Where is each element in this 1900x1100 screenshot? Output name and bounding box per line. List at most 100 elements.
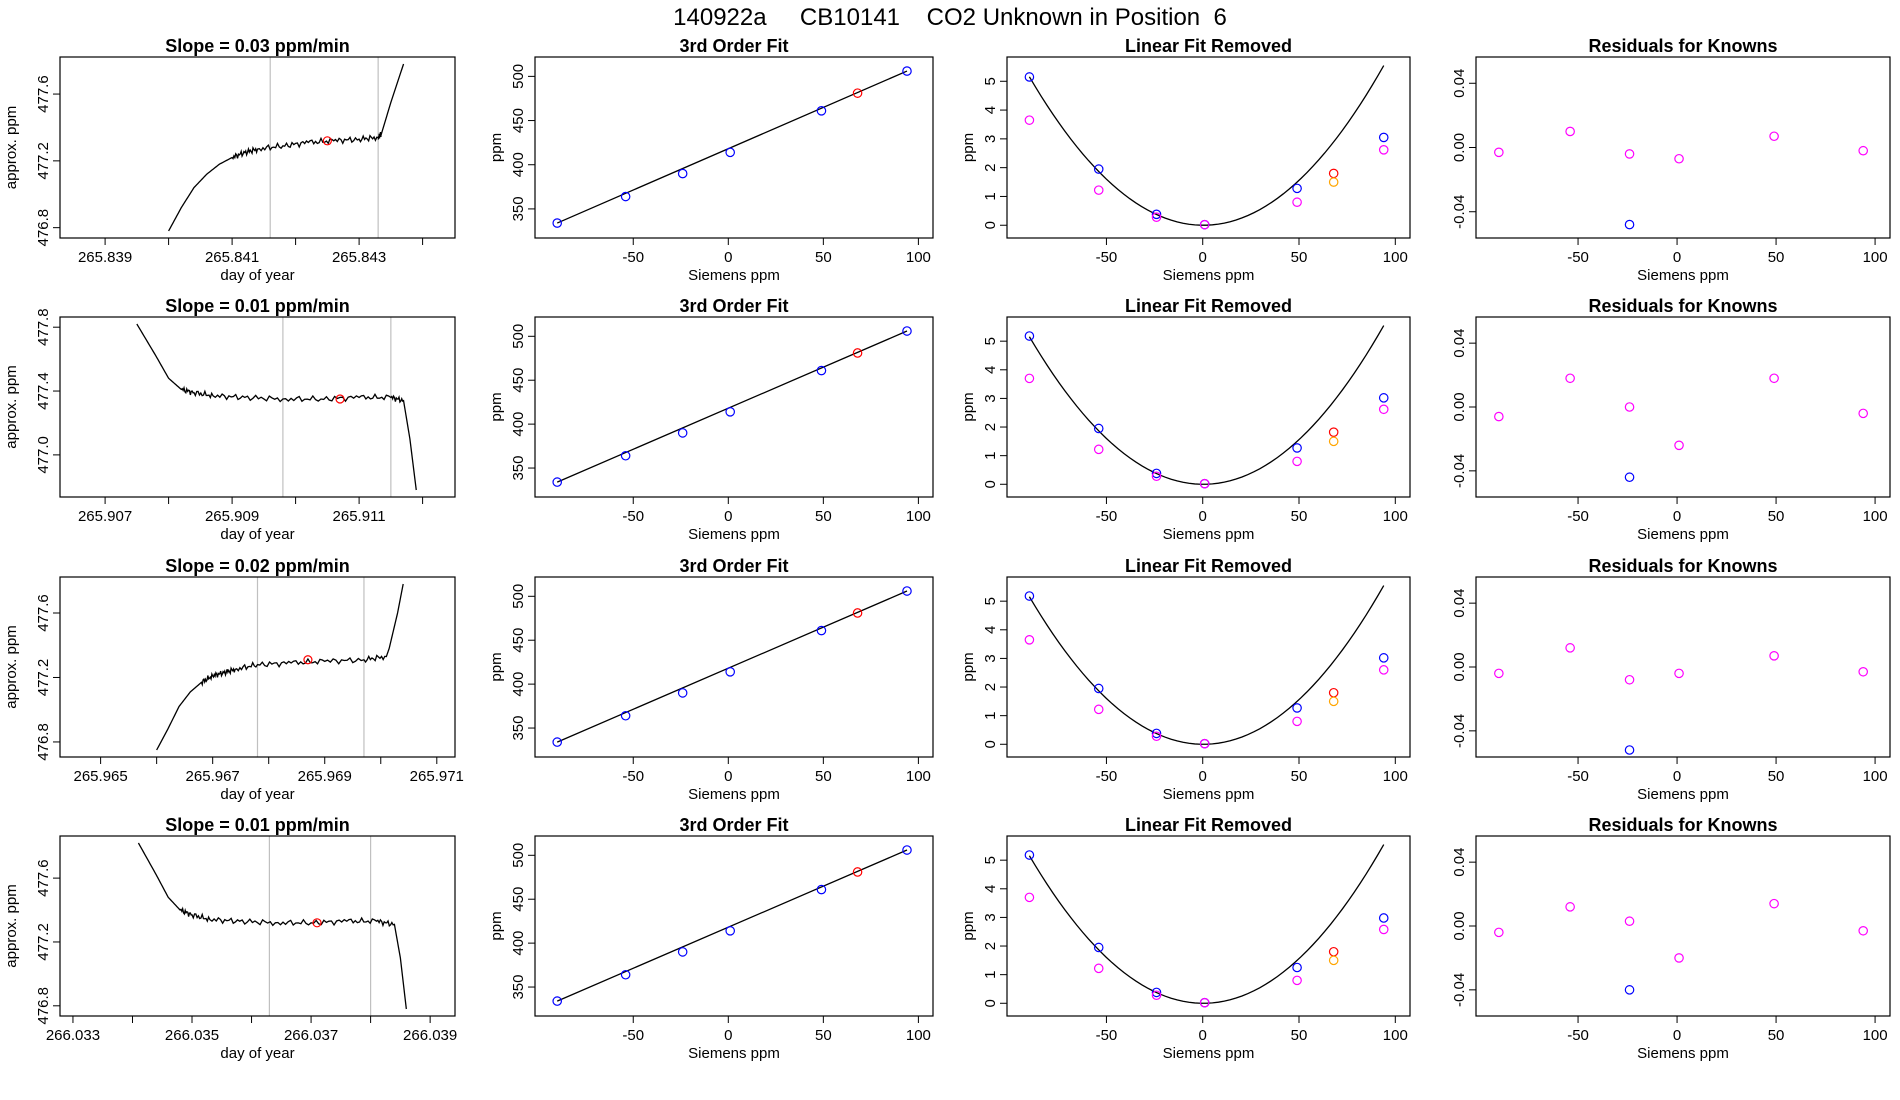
data-point xyxy=(1624,916,1635,927)
x-axis-label: day of year xyxy=(220,526,294,543)
x-tick-label: 100 xyxy=(906,1027,931,1044)
data-point xyxy=(620,969,631,980)
y-tick-label: 450 xyxy=(510,887,527,912)
y-axis-label: ppm xyxy=(960,911,977,940)
panel-trace-1: Slope = 0.01 ppm/min 265.907 265.909 265.91… xyxy=(3,296,456,543)
y-tick-label: 2 xyxy=(982,163,999,171)
x-tick-label: -50 xyxy=(1567,508,1589,525)
x-axis-label: Siemens ppm xyxy=(688,786,780,803)
x-axis-label: Siemens ppm xyxy=(1637,526,1729,543)
data-point xyxy=(1151,731,1162,742)
x-tick-label: 265.969 xyxy=(298,768,352,785)
plot-frame xyxy=(534,576,934,758)
data-point xyxy=(1565,643,1575,653)
data-point xyxy=(1151,728,1162,739)
panel-res-2: Residuals for Knowns -50 0 50 100 -0.04 0.00 0.… xyxy=(1451,556,1891,803)
data-point xyxy=(620,450,631,461)
y-tick-label: 477.2 xyxy=(35,142,52,180)
x-axis-label: Siemens ppm xyxy=(1637,786,1729,803)
plot-area xyxy=(136,317,417,497)
data-point xyxy=(1093,942,1104,953)
x-tick-label: 0 xyxy=(1199,1027,1207,1044)
plot-area xyxy=(137,836,407,1016)
y-tick-label: 450 xyxy=(510,628,527,653)
x-tick-label: 50 xyxy=(815,1027,832,1044)
mean-marker xyxy=(303,655,313,665)
plot-frame xyxy=(1006,56,1411,239)
data-point xyxy=(725,926,735,936)
x-tick-label: 50 xyxy=(1291,768,1308,785)
x-tick-label: 50 xyxy=(1291,249,1308,266)
data-point xyxy=(1151,468,1162,479)
y-tick-label: 1 xyxy=(982,711,999,719)
fit-line xyxy=(556,330,908,483)
y-tick-label: 4 xyxy=(982,626,999,634)
fit-line xyxy=(556,849,908,1002)
y-tick-label: 2 xyxy=(982,423,999,431)
y-tick-label: 476.8 xyxy=(35,723,52,761)
x-tick-label: -50 xyxy=(1567,249,1589,266)
plot-frame xyxy=(1006,576,1411,758)
data-point xyxy=(1328,177,1339,187)
data-point xyxy=(1378,393,1389,403)
data-point xyxy=(1494,411,1504,422)
x-tick-label: 0 xyxy=(724,768,732,785)
plot-frame xyxy=(1475,316,1891,498)
data-point xyxy=(852,88,863,98)
data-point xyxy=(1024,635,1035,645)
data-point xyxy=(1093,444,1104,455)
x-tick-label: 266.033 xyxy=(46,1027,100,1044)
x-tick-label: 100 xyxy=(1383,1027,1408,1044)
x-tick-label: 50 xyxy=(1291,1027,1308,1044)
data-point xyxy=(1199,219,1210,230)
y-tick-label: 350 xyxy=(510,716,527,741)
x-tick-label: 100 xyxy=(1863,508,1888,525)
y-tick-label: 5 xyxy=(982,597,999,605)
data-point xyxy=(552,737,563,747)
plot-area xyxy=(1024,325,1389,489)
x-tick-label: 50 xyxy=(815,508,832,525)
plot-frame xyxy=(59,576,456,758)
plot-area xyxy=(552,845,912,1006)
y-tick-label: 3 xyxy=(982,913,999,921)
y-tick-label: 1 xyxy=(982,192,999,200)
data-point xyxy=(1494,147,1504,158)
data-point xyxy=(1292,716,1302,727)
data-point xyxy=(1093,683,1104,694)
data-point xyxy=(1328,168,1339,179)
y-tick-label: 400 xyxy=(510,152,527,177)
plot-area xyxy=(156,577,404,757)
x-axis-label: Siemens ppm xyxy=(1163,267,1255,284)
x-tick-label: 100 xyxy=(906,768,931,785)
y-tick-label: 477.8 xyxy=(35,308,52,346)
x-tick-label: 0 xyxy=(1199,768,1207,785)
data-point xyxy=(1378,145,1389,155)
data-point xyxy=(1378,924,1389,935)
panel-title: 3rd Order Fit xyxy=(679,815,788,835)
fit-line xyxy=(556,590,908,743)
y-tick-label: 350 xyxy=(510,196,527,221)
data-point xyxy=(1769,131,1779,142)
data-point xyxy=(1674,668,1684,679)
y-tick-label: 2 xyxy=(982,683,999,691)
x-tick-label: 266.039 xyxy=(403,1027,457,1044)
data-point xyxy=(1624,674,1635,685)
data-point xyxy=(1328,687,1339,698)
panel-title: 3rd Order Fit xyxy=(679,296,788,316)
y-tick-label: 477.2 xyxy=(35,659,52,697)
data-point xyxy=(1151,471,1162,482)
plot-area xyxy=(1494,373,1868,483)
y-tick-label: 477.6 xyxy=(35,859,52,897)
data-point xyxy=(1378,132,1389,143)
fit-line xyxy=(556,70,908,224)
y-tick-label: 4 xyxy=(982,885,999,893)
data-point xyxy=(725,147,735,158)
x-tick-label: 265.841 xyxy=(205,249,259,266)
panel-lin-2: Linear Fit Removed -50 0 50 100 0 1 2 3 4 5 Siemens… xyxy=(960,556,1411,803)
data-point xyxy=(677,688,688,698)
data-point xyxy=(1151,990,1162,1001)
x-tick-label: 265.839 xyxy=(78,249,132,266)
data-point xyxy=(1093,963,1104,974)
y-tick-label: 0.00 xyxy=(1451,133,1468,162)
plot-frame xyxy=(1475,835,1891,1017)
